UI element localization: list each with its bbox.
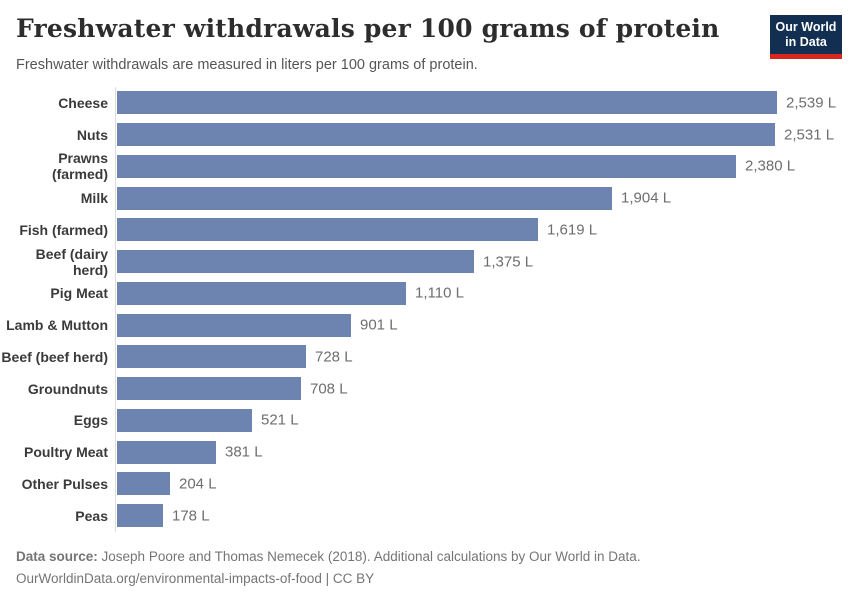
chart-row[interactable]: Peas 178 L	[0, 500, 850, 532]
category-label: Peas	[75, 507, 108, 524]
bar[interactable]	[117, 218, 538, 242]
value-label: 381 L	[225, 443, 263, 461]
value-label: 1,619 L	[547, 221, 598, 239]
category-label: Milk	[80, 190, 108, 207]
bar[interactable]	[117, 472, 170, 496]
chart-row[interactable]: Poultry Meat 381 L	[0, 436, 850, 468]
category-label: Nuts	[76, 126, 108, 143]
category-label: Beef (dairy herd)	[35, 245, 108, 278]
bar-track: 204 L	[117, 472, 850, 496]
value-label: 1,110 L	[415, 284, 464, 302]
bar-track: 1,904 L	[117, 186, 850, 210]
chart-footer: Data source: Joseph Poore and Thomas Nem…	[16, 546, 641, 590]
bar-track: 2,531 L	[117, 123, 850, 147]
chart-row[interactable]: Pig Meat 1,110 L	[0, 278, 850, 310]
category-label: Groundnuts	[27, 380, 108, 397]
datasource-text: Joseph Poore and Thomas Nemecek (2018). …	[97, 549, 641, 564]
category-label: Prawns (farmed)	[51, 150, 108, 183]
chart-row[interactable]: Other Pulses 204 L	[0, 468, 850, 500]
chart-row[interactable]: Beef (beef herd) 728 L	[0, 341, 850, 373]
footer-datasource-line: Data source: Joseph Poore and Thomas Nem…	[16, 546, 641, 568]
bar-track: 901 L	[117, 313, 850, 337]
bar-track: 1,110 L	[117, 281, 850, 305]
category-label: Beef (beef herd)	[1, 348, 108, 365]
bar[interactable]	[117, 313, 351, 337]
category-label: Other Pulses	[21, 475, 108, 492]
bar[interactable]	[117, 91, 777, 115]
chart-row[interactable]: Beef (dairy herd) 1,375 L	[0, 246, 850, 278]
footer-url-line: OurWorldinData.org/environmental-impacts…	[16, 571, 375, 586]
page-title: Freshwater withdrawals per 100 grams of …	[16, 14, 720, 43]
value-label: 2,539 L	[786, 94, 837, 112]
value-label: 2,380 L	[745, 157, 796, 175]
bar[interactable]	[117, 440, 216, 464]
bar[interactable]	[117, 408, 252, 432]
chart-subtitle: Freshwater withdrawals are measured in l…	[16, 57, 478, 73]
bar-track: 1,619 L	[117, 218, 850, 242]
category-label: Eggs	[73, 412, 108, 429]
chart-row[interactable]: Groundnuts 708 L	[0, 373, 850, 405]
value-label: 1,375 L	[483, 253, 534, 271]
bar-track: 381 L	[117, 440, 850, 464]
owid-logo-line1: Our World	[775, 20, 837, 34]
category-label: Lamb & Mutton	[6, 317, 108, 334]
category-label: Fish (farmed)	[19, 221, 108, 238]
chart-row[interactable]: Fish (farmed) 1,619 L	[0, 214, 850, 246]
value-label: 728 L	[315, 348, 353, 366]
bar-track: 1,375 L	[117, 250, 850, 274]
chart-row[interactable]: Prawns (farmed) 2,380 L	[0, 150, 850, 183]
value-label: 901 L	[360, 316, 398, 334]
chart-row[interactable]: Cheese 2,539 L	[0, 87, 850, 119]
value-label: 708 L	[310, 380, 348, 398]
chart-rows: Cheese 2,539 L Nuts 2,531 L Prawns (farm…	[0, 87, 850, 532]
bar[interactable]	[117, 504, 163, 528]
datasource-label: Data source:	[16, 549, 98, 564]
bar-track: 728 L	[117, 345, 850, 369]
bar[interactable]	[117, 345, 306, 369]
category-label: Pig Meat	[50, 285, 108, 302]
bar-track: 521 L	[117, 408, 850, 432]
bar-chart: Cheese 2,539 L Nuts 2,531 L Prawns (farm…	[0, 87, 850, 532]
bar[interactable]	[117, 281, 406, 305]
bar[interactable]	[117, 186, 612, 210]
chart-row[interactable]: Milk 1,904 L	[0, 182, 850, 214]
bar[interactable]	[117, 377, 301, 401]
chart-row[interactable]: Nuts 2,531 L	[0, 119, 850, 151]
bar-track: 178 L	[117, 504, 850, 528]
value-label: 178 L	[172, 507, 210, 525]
value-label: 521 L	[261, 411, 299, 429]
owid-logo-line2: in Data	[785, 35, 827, 49]
chart-row[interactable]: Eggs 521 L	[0, 405, 850, 437]
bar[interactable]	[117, 123, 775, 147]
chart-row[interactable]: Lamb & Mutton 901 L	[0, 309, 850, 341]
category-label: Poultry Meat	[23, 444, 108, 461]
owid-logo[interactable]: Our World in Data	[770, 15, 842, 59]
value-label: 204 L	[179, 475, 217, 493]
y-axis-line	[115, 87, 116, 532]
value-label: 2,531 L	[784, 126, 835, 144]
bar-track: 708 L	[117, 377, 850, 401]
bar[interactable]	[117, 154, 736, 178]
bar-track: 2,380 L	[117, 154, 850, 178]
value-label: 1,904 L	[621, 189, 672, 207]
bar-track: 2,539 L	[117, 91, 850, 115]
category-label: Cheese	[58, 94, 108, 111]
bar[interactable]	[117, 250, 474, 274]
